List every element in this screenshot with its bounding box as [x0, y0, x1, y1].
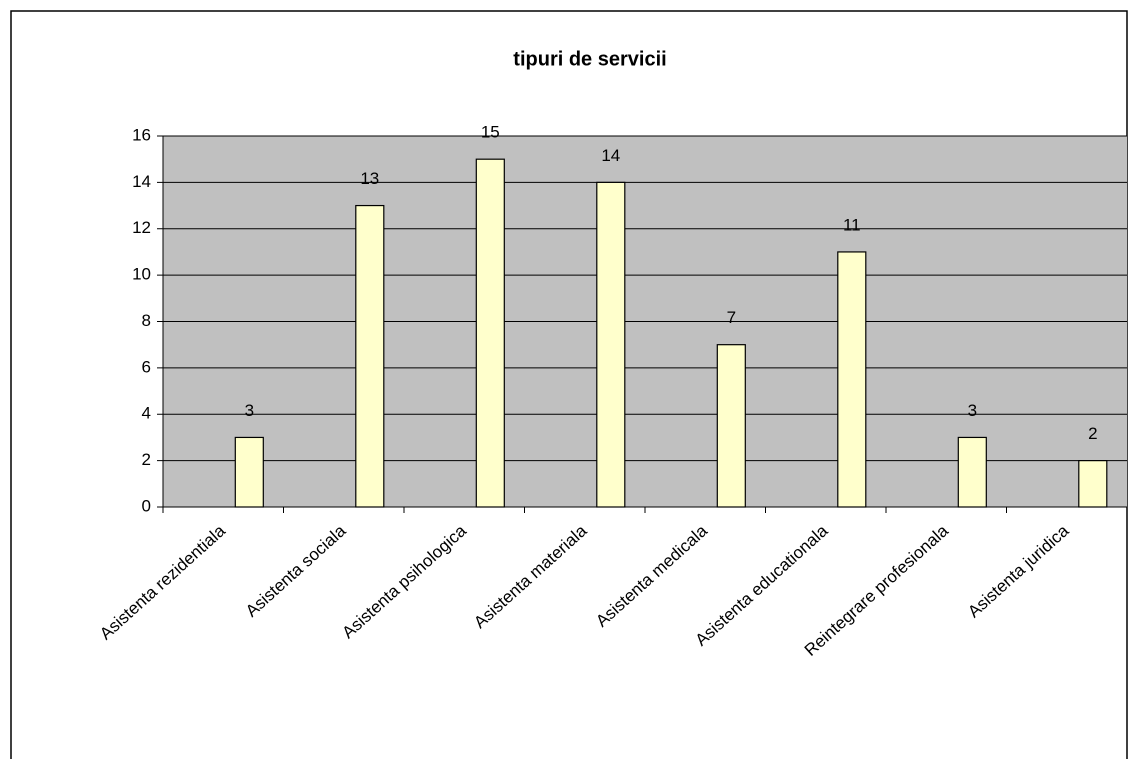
y-tick-label: 4 [142, 404, 151, 423]
bar [1078, 460, 1108, 508]
y-tick-label: 12 [132, 218, 151, 237]
y-tick-label: 2 [142, 450, 151, 469]
data-label: 11 [843, 215, 861, 234]
y-tick-label: 16 [132, 125, 151, 144]
bar [355, 204, 385, 508]
bar [957, 436, 987, 508]
y-tick-label: 6 [142, 357, 151, 376]
y-tick-label: 10 [132, 265, 151, 284]
data-label: 14 [601, 146, 620, 165]
data-label: 15 [481, 123, 500, 142]
y-tick-label: 0 [142, 496, 151, 515]
data-label: 3 [968, 401, 977, 420]
bar [475, 158, 505, 508]
data-label: 13 [360, 169, 379, 188]
bar [837, 251, 867, 508]
data-label: 3 [245, 401, 254, 420]
bar [596, 181, 626, 508]
y-tick-label: 14 [132, 172, 151, 191]
y-tick-label: 8 [142, 311, 151, 330]
data-label: 7 [727, 308, 736, 327]
bar [234, 436, 264, 508]
chart-title: tipuri de servicii [513, 48, 666, 70]
data-label: 2 [1088, 424, 1097, 443]
bar [716, 344, 746, 508]
